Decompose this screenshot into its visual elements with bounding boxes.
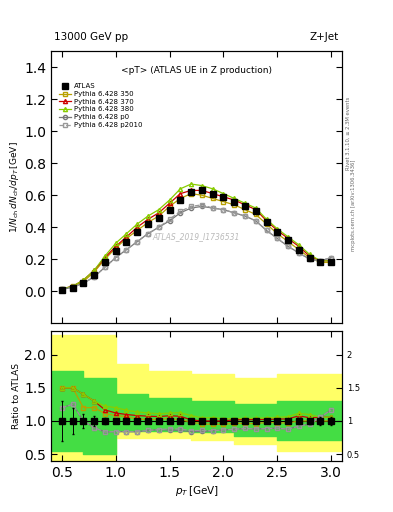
Text: Rivet 3.1.10, ≥ 2.3M events: Rivet 3.1.10, ≥ 2.3M events bbox=[346, 96, 351, 170]
X-axis label: $p_T\,[\mathrm{GeV}]$: $p_T\,[\mathrm{GeV}]$ bbox=[174, 484, 219, 498]
Legend: ATLAS, Pythia 6.428 350, Pythia 6.428 370, Pythia 6.428 380, Pythia 6.428 p0, Py: ATLAS, Pythia 6.428 350, Pythia 6.428 37… bbox=[57, 82, 144, 130]
Text: <pT> (ATLAS UE in Z production): <pT> (ATLAS UE in Z production) bbox=[121, 66, 272, 75]
Y-axis label: Ratio to ATLAS: Ratio to ATLAS bbox=[13, 363, 22, 429]
Y-axis label: $1/N_\mathrm{ch}\,dN_\mathrm{ch}/dp_T\,[\mathrm{GeV}]$: $1/N_\mathrm{ch}\,dN_\mathrm{ch}/dp_T\,[… bbox=[9, 141, 22, 233]
Text: Z+Jet: Z+Jet bbox=[310, 32, 339, 41]
Text: mcplots.cern.ch [arXiv:1306.3436]: mcplots.cern.ch [arXiv:1306.3436] bbox=[351, 159, 356, 250]
Text: 13000 GeV pp: 13000 GeV pp bbox=[54, 32, 128, 41]
Text: ATLAS_2019_I1736531: ATLAS_2019_I1736531 bbox=[153, 232, 240, 241]
